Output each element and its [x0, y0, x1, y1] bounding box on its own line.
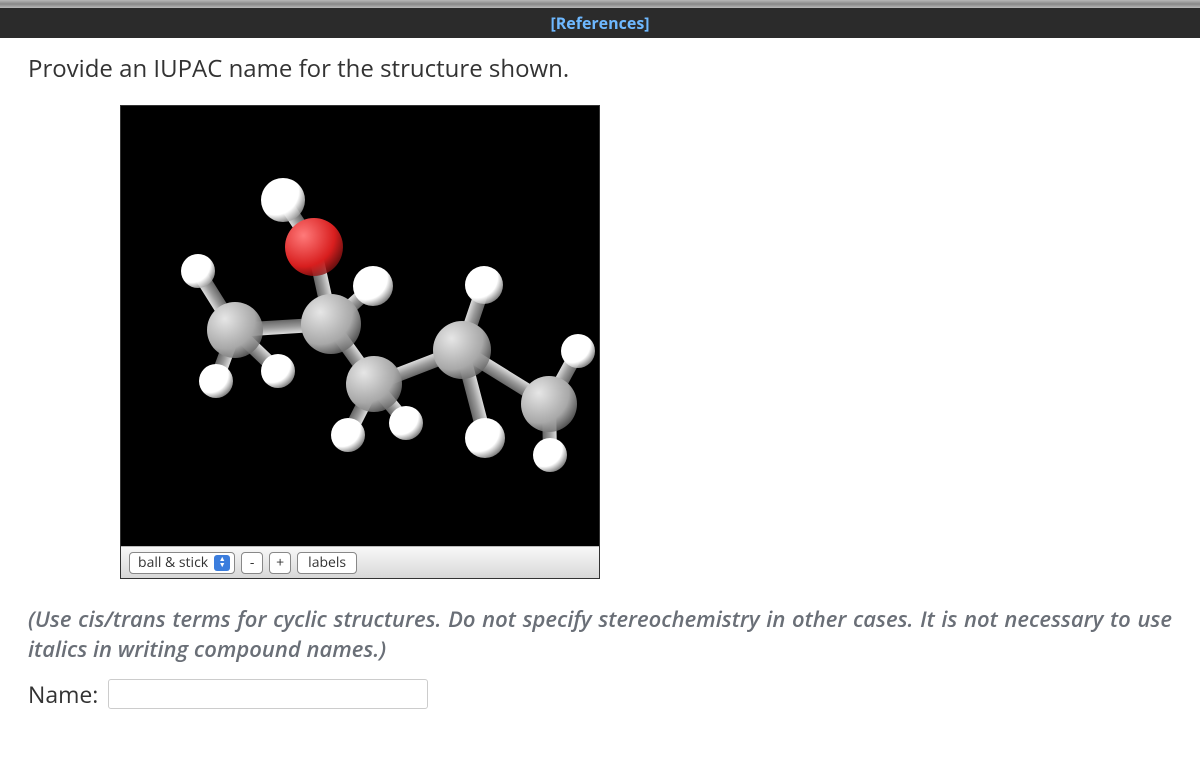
- zoom-out-button[interactable]: -: [241, 552, 263, 574]
- content-area: Provide an IUPAC name for the structure …: [0, 38, 1200, 730]
- viewer-controls: ball & stick ▲▼ - + labels: [121, 546, 599, 578]
- atom-h: [353, 266, 393, 306]
- view-mode-select[interactable]: ball & stick ▲▼: [129, 552, 235, 574]
- chevron-updown-icon: ▲▼: [214, 555, 230, 571]
- references-link[interactable]: [References]: [550, 12, 649, 34]
- molecule-viewer-canvas[interactable]: [121, 106, 599, 546]
- answer-row: Name:: [28, 678, 1172, 710]
- answer-input[interactable]: [108, 679, 428, 709]
- question-prompt: Provide an IUPAC name for the structure …: [28, 52, 1172, 85]
- atom-h: [261, 354, 295, 388]
- labels-toggle-button[interactable]: labels: [297, 552, 357, 574]
- zoom-in-button[interactable]: +: [269, 552, 291, 574]
- atom-h: [181, 254, 215, 288]
- atom-o: [285, 218, 343, 276]
- atom-h: [331, 418, 365, 452]
- question-hint: (Use cis/trans terms for cyclic structur…: [28, 605, 1172, 664]
- atom-c: [433, 321, 491, 379]
- atom-c: [301, 294, 361, 354]
- answer-label: Name:: [28, 678, 98, 710]
- references-bar: [References]: [0, 8, 1200, 38]
- atom-h: [465, 266, 503, 304]
- atom-c: [207, 302, 263, 358]
- atom-c: [521, 376, 577, 432]
- atom-h: [561, 334, 595, 368]
- atom-h: [533, 438, 567, 472]
- molecule-viewer-container: ball & stick ▲▼ - + labels: [120, 105, 600, 579]
- atom-h: [261, 178, 305, 222]
- atom-h: [199, 364, 233, 398]
- atom-h: [389, 406, 423, 440]
- atom-h: [465, 418, 505, 458]
- window-chrome-strip: [0, 0, 1200, 8]
- atom-c: [346, 356, 402, 412]
- view-mode-selected-label: ball & stick: [138, 553, 208, 572]
